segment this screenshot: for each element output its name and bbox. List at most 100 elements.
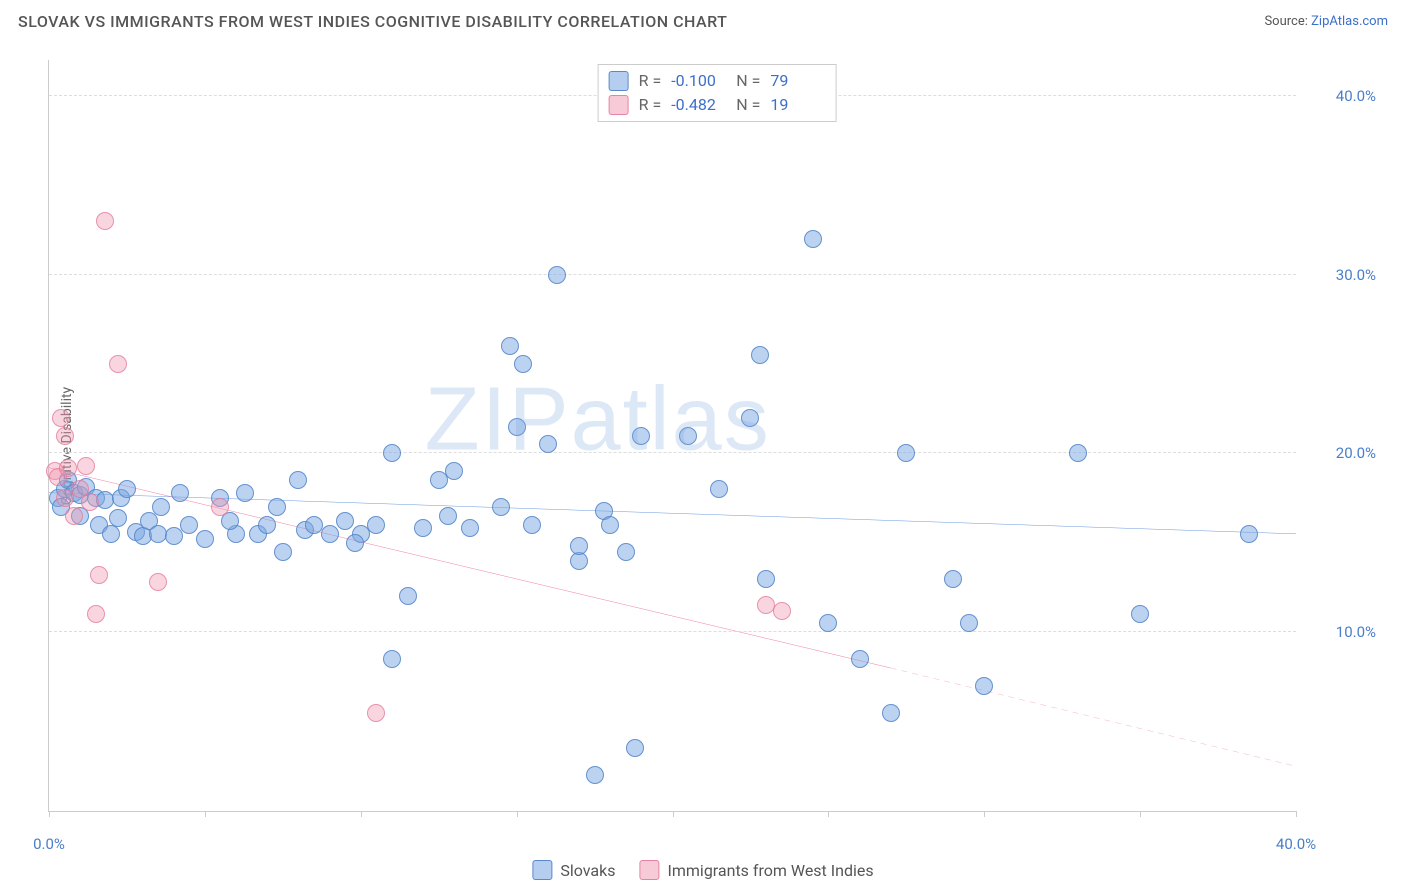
scatter-point-slovaks <box>539 435 557 453</box>
stats-row-westindies: R = -0.482 N = 19 <box>609 93 826 117</box>
chart-title: SLOVAK VS IMMIGRANTS FROM WEST INDIES CO… <box>18 12 727 31</box>
scatter-point-slovaks <box>508 418 526 436</box>
scatter-point-slovaks <box>897 444 915 462</box>
source-label: Source: <box>1264 14 1307 29</box>
scatter-point-slovaks <box>346 534 364 552</box>
trend-lines-svg <box>49 60 1296 811</box>
scatter-point-slovaks <box>118 480 136 498</box>
scatter-point-west_indies <box>211 498 229 516</box>
watermark-bold: ZIP <box>425 370 571 470</box>
n-label: N = <box>736 69 760 93</box>
xtick-label: 40.0% <box>1276 835 1316 853</box>
ytick-label: 30.0% <box>1306 266 1376 284</box>
scatter-point-west_indies <box>149 573 167 591</box>
ytick-label: 10.0% <box>1306 623 1376 641</box>
n-value-slovaks: 79 <box>770 69 825 93</box>
watermark: ZIPatlas <box>425 369 771 472</box>
scatter-point-west_indies <box>87 605 105 623</box>
r-label: R = <box>639 93 662 117</box>
series-legend: Slovaks Immigrants from West Indies <box>532 860 873 880</box>
scatter-point-slovaks <box>321 525 339 543</box>
gridline-h <box>49 274 1296 275</box>
scatter-point-west_indies <box>59 459 77 477</box>
scatter-point-slovaks <box>1240 525 1258 543</box>
legend-item-westindies: Immigrants from West Indies <box>640 860 874 880</box>
scatter-point-slovaks <box>882 704 900 722</box>
scatter-point-slovaks <box>152 498 170 516</box>
scatter-point-west_indies <box>90 566 108 584</box>
gridline-h <box>49 452 1296 453</box>
legend-item-slovaks: Slovaks <box>532 860 615 880</box>
scatter-point-slovaks <box>975 677 993 695</box>
scatter-point-slovaks <box>586 766 604 784</box>
scatter-point-west_indies <box>52 409 70 427</box>
scatter-point-west_indies <box>109 355 127 373</box>
legend-label-westindies: Immigrants from West Indies <box>668 861 874 880</box>
scatter-point-slovaks <box>274 543 292 561</box>
xtick <box>517 811 518 817</box>
scatter-point-slovaks <box>171 484 189 502</box>
scatter-point-slovaks <box>960 614 978 632</box>
scatter-point-slovaks <box>102 525 120 543</box>
scatter-point-slovaks <box>851 650 869 668</box>
scatter-point-slovaks <box>414 519 432 537</box>
scatter-point-slovaks <box>570 537 588 555</box>
scatter-point-slovaks <box>523 516 541 534</box>
scatter-point-west_indies <box>773 602 791 620</box>
swatch-blue-icon <box>609 71 629 91</box>
gridline-h <box>49 631 1296 632</box>
scatter-point-slovaks <box>258 516 276 534</box>
scatter-point-slovaks <box>196 530 214 548</box>
scatter-point-slovaks <box>383 650 401 668</box>
xtick <box>1140 811 1141 817</box>
scatter-point-slovaks <box>399 587 417 605</box>
scatter-point-slovaks <box>548 266 566 284</box>
scatter-point-slovaks <box>1131 605 1149 623</box>
scatter-point-west_indies <box>367 704 385 722</box>
scatter-point-slovaks <box>367 516 385 534</box>
scatter-point-slovaks <box>944 570 962 588</box>
watermark-rest: atlas <box>571 370 771 470</box>
header-bar: SLOVAK VS IMMIGRANTS FROM WEST INDIES CO… <box>0 0 1406 39</box>
scatter-point-slovaks <box>751 346 769 364</box>
scatter-point-west_indies <box>96 212 114 230</box>
n-value-westindies: 19 <box>770 93 825 117</box>
scatter-point-slovaks <box>445 462 463 480</box>
xtick-label: 0.0% <box>33 835 65 853</box>
scatter-point-west_indies <box>56 427 74 445</box>
scatter-point-slovaks <box>1069 444 1087 462</box>
scatter-point-slovaks <box>804 230 822 248</box>
ytick-label: 40.0% <box>1306 87 1376 105</box>
source-link[interactable]: ZipAtlas.com <box>1311 14 1388 29</box>
scatter-point-slovaks <box>109 509 127 527</box>
scatter-point-slovaks <box>383 444 401 462</box>
scatter-point-slovaks <box>492 498 510 516</box>
swatch-blue-icon <box>532 860 552 880</box>
scatter-point-slovaks <box>336 512 354 530</box>
scatter-point-slovaks <box>514 355 532 373</box>
xtick <box>1296 811 1297 817</box>
scatter-point-slovaks <box>165 527 183 545</box>
scatter-point-slovaks <box>617 543 635 561</box>
ytick-label: 20.0% <box>1306 444 1376 462</box>
xtick <box>828 811 829 817</box>
r-label: R = <box>639 69 662 93</box>
stats-legend: R = -0.100 N = 79 R = -0.482 N = 19 <box>598 64 837 122</box>
scatter-point-slovaks <box>180 516 198 534</box>
xtick <box>49 811 50 817</box>
stats-row-slovaks: R = -0.100 N = 79 <box>609 69 826 93</box>
scatter-point-slovaks <box>632 427 650 445</box>
legend-label-slovaks: Slovaks <box>560 861 615 880</box>
scatter-point-slovaks <box>741 409 759 427</box>
scatter-point-slovaks <box>461 519 479 537</box>
scatter-point-west_indies <box>77 457 95 475</box>
xtick <box>205 811 206 817</box>
r-value-slovaks: -0.100 <box>671 69 726 93</box>
chart-area: R = -0.100 N = 79 R = -0.482 N = 19 ZIPa… <box>48 60 1386 832</box>
scatter-point-slovaks <box>819 614 837 632</box>
n-label: N = <box>736 93 760 117</box>
xtick <box>984 811 985 817</box>
swatch-pink-icon <box>609 95 629 115</box>
scatter-point-slovaks <box>501 337 519 355</box>
scatter-point-slovaks <box>289 471 307 489</box>
